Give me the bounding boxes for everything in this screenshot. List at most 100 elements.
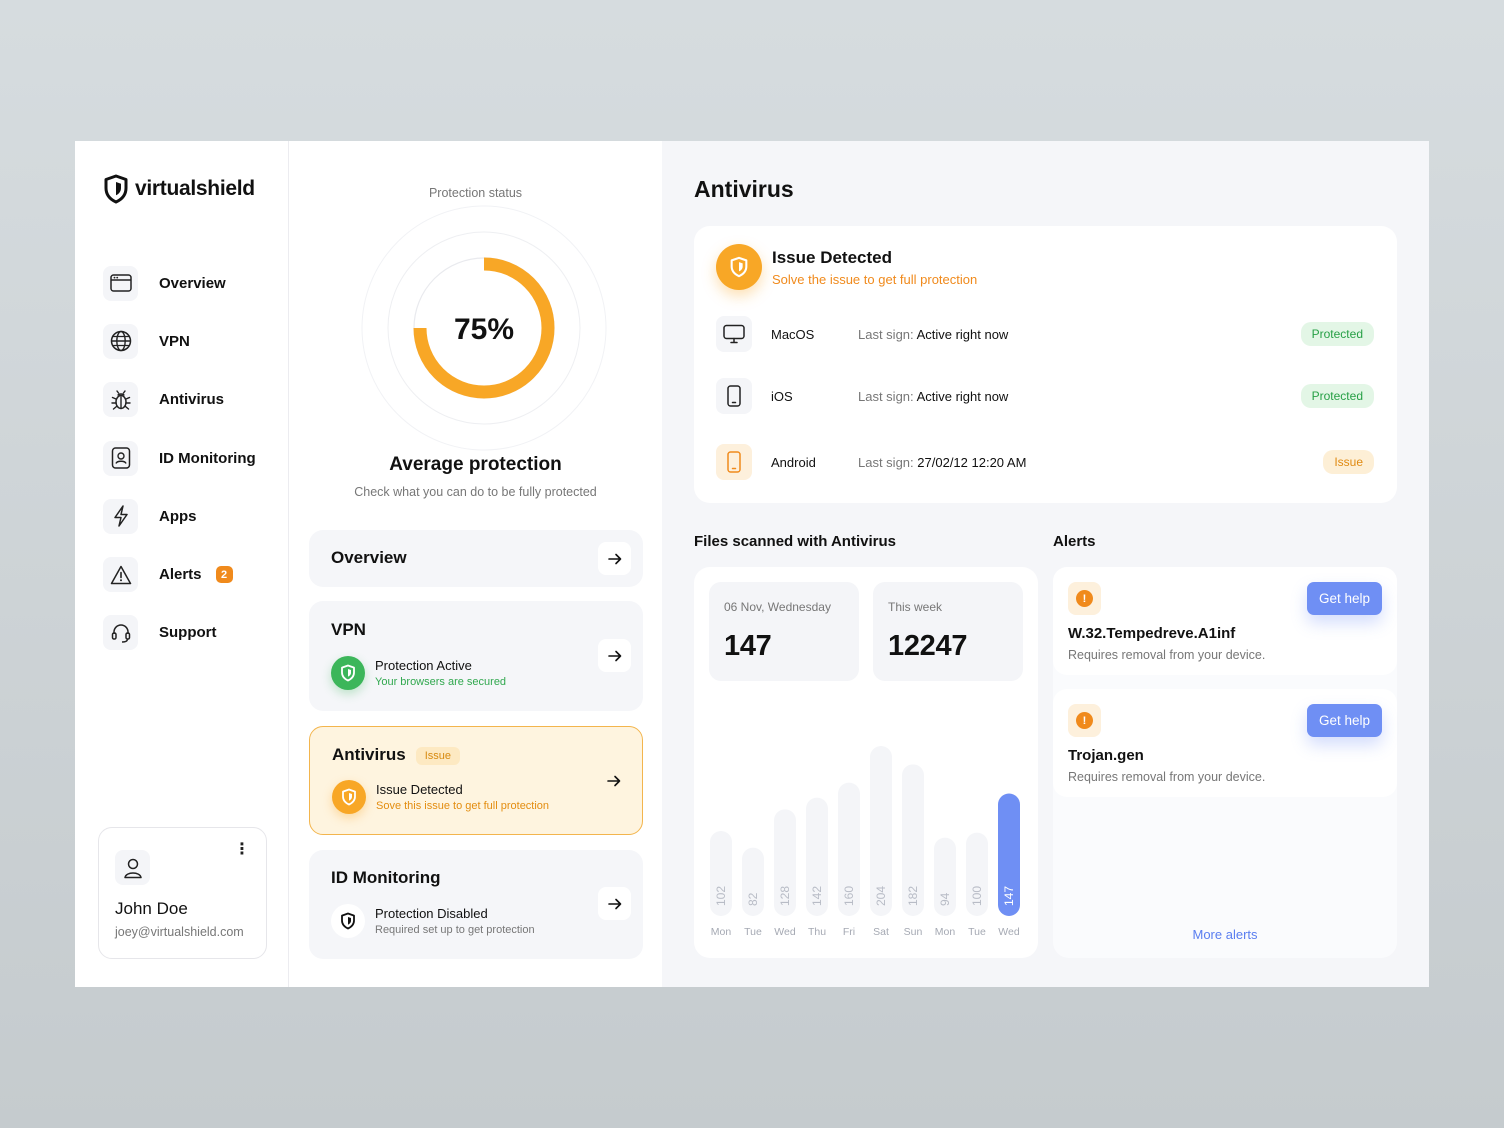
chart-bar[interactable]	[998, 793, 1020, 917]
device-row-android[interactable]: Android Last sign: 27/02/12 12:20 AM Iss…	[716, 444, 1374, 480]
chart-bar[interactable]	[710, 831, 732, 916]
chart-data-label: 82	[746, 892, 760, 906]
chart-tick-label: Tue	[968, 926, 986, 938]
antivirus-card[interactable]: Antivirus Issue Issue Detected Sove this …	[309, 726, 643, 835]
brand-name: virtualshield	[135, 177, 255, 200]
arrow-right-icon	[607, 650, 621, 661]
alerts-count-badge: 2	[215, 566, 233, 584]
week-stat-value: 12247	[888, 630, 968, 662]
chart-data-label: 102	[714, 886, 728, 906]
average-protection-title: Average protection	[389, 454, 562, 475]
device-last-sign: Last sign: 27/02/12 12:20 AM	[858, 454, 1027, 470]
antivirus-arrow-button[interactable]	[597, 764, 630, 797]
sidebar-item-support[interactable]: Support	[103, 604, 256, 662]
antivirus-card-title: Antivirus	[332, 745, 406, 764]
chart-bar[interactable]	[966, 832, 988, 916]
gauge-progress-arc	[413, 257, 555, 399]
chart-bar-group[interactable]: 82 Tue	[742, 847, 764, 938]
status-badge: Protected	[1300, 384, 1374, 408]
overview-arrow-button[interactable]	[598, 542, 631, 575]
bug-icon	[103, 382, 138, 418]
id-badge-icon	[103, 440, 138, 476]
sidebar-item-overview[interactable]: Overview	[103, 254, 256, 312]
id-monitoring-status-title: Protection Disabled	[375, 906, 488, 921]
today-stat: 06 Nov, Wednesday 147	[709, 582, 859, 681]
today-stat-label: 06 Nov, Wednesday	[724, 600, 831, 614]
chart-bar[interactable]	[742, 847, 764, 916]
shield-check-icon	[331, 656, 365, 690]
protection-status-label: Protection status	[428, 186, 523, 200]
protection-gauge: 75%	[361, 205, 607, 451]
alert-subtitle: Requires removal from your device.	[1068, 648, 1266, 662]
chart-bar-group[interactable]: 102 Mon	[710, 831, 732, 938]
device-row-macos[interactable]: MacOS Last sign: Active right now Protec…	[716, 316, 1374, 352]
issue-tag: Issue	[415, 746, 460, 765]
chart-bar-group[interactable]: 182 Sun	[902, 764, 924, 938]
user-menu-icon[interactable]: ⋮	[234, 841, 250, 858]
device-name: iOS	[771, 388, 793, 404]
chart-bar-group[interactable]: 100 Tue	[966, 832, 988, 938]
today-stat-value: 147	[724, 630, 772, 662]
sidebar-item-antivirus[interactable]: Antivirus	[103, 371, 256, 429]
sidebar-item-apps[interactable]: Apps	[103, 487, 256, 545]
phone-icon	[716, 378, 752, 414]
alert-item[interactable]: ! Trojan.gen Requires removal from your …	[1053, 689, 1397, 797]
vpn-arrow-button[interactable]	[598, 639, 631, 672]
chart-bar-group[interactable]: 147 Wed	[998, 793, 1020, 939]
chart-bar[interactable]	[870, 746, 892, 916]
app-window: virtualshield Overview VPN Antivirus	[75, 141, 1429, 987]
chart-bar[interactable]	[774, 809, 796, 916]
sidebar-item-label: Alerts	[159, 566, 202, 584]
page-title: Antivirus	[694, 176, 794, 202]
get-help-button[interactable]: Get help	[1307, 704, 1382, 737]
avatar[interactable]	[115, 850, 150, 885]
overview-card[interactable]: Overview	[309, 530, 643, 587]
device-last-sign: Last sign: Active right now	[858, 326, 1009, 342]
issue-header: Issue Detected Solve the issue to get fu…	[716, 244, 977, 290]
device-name: Android	[771, 454, 816, 470]
sidebar-item-alerts[interactable]: Alerts 2	[103, 545, 256, 603]
alerts-section-title: Alerts	[1053, 533, 1096, 550]
chart-data-label: 100	[970, 886, 984, 906]
more-alerts-link[interactable]: More alerts	[1192, 927, 1258, 942]
vpn-status: Protection Active Your browsers are secu…	[331, 656, 506, 690]
files-section-title: Files scanned with Antivirus	[694, 533, 896, 550]
alert-subtitle: Requires removal from your device.	[1068, 770, 1266, 784]
chart-tick-label: Sat	[873, 926, 889, 938]
phone-warning-icon	[716, 444, 752, 480]
chart-bar[interactable]	[934, 837, 956, 916]
chart-data-label: 204	[874, 886, 888, 906]
chart-bar-group[interactable]: 204 Sat	[870, 746, 892, 938]
id-monitoring-arrow-button[interactable]	[598, 887, 631, 920]
get-help-button[interactable]: Get help	[1307, 582, 1382, 615]
chart-data-label: 128	[778, 886, 792, 906]
sidebar-item-label: Apps	[159, 507, 197, 525]
alert-item[interactable]: ! W.32.Tempedreve.A1inf Requires removal…	[1053, 567, 1397, 675]
user-icon	[123, 858, 142, 878]
chart-bar-group[interactable]: 142 Thu	[806, 797, 828, 938]
alert-icon: !	[1068, 704, 1101, 737]
sidebar-item-label: Antivirus	[159, 391, 225, 409]
vpn-card[interactable]: VPN Protection Active Your browsers are …	[309, 601, 643, 711]
chart-bar[interactable]	[902, 764, 924, 916]
brand-logo[interactable]: virtualshield	[103, 174, 255, 204]
vpn-card-title: VPN	[331, 620, 366, 639]
shield-warning-icon	[716, 244, 762, 290]
sidebar-item-vpn[interactable]: VPN	[103, 312, 256, 370]
chart-bar[interactable]	[838, 782, 860, 916]
chart-bar-group[interactable]: 128 Wed	[774, 809, 796, 938]
gauge-percent: 75%	[454, 313, 514, 346]
antivirus-status: Issue Detected Sove this issue to get fu…	[332, 780, 549, 814]
id-monitoring-status-sub: Required set up to get protection	[375, 924, 535, 936]
device-name: MacOS	[771, 326, 815, 342]
chart-bar-group[interactable]: 160 Fri	[838, 782, 860, 938]
antivirus-status-sub: Sove this issue to get full protection	[376, 800, 550, 812]
id-monitoring-card[interactable]: ID Monitoring Protection Disabled Requir…	[309, 850, 643, 959]
chart-bar[interactable]	[806, 797, 828, 916]
sidebar: virtualshield Overview VPN Antivirus	[75, 141, 289, 987]
id-monitoring-status: Protection Disabled Required set up to g…	[331, 904, 535, 938]
chart-bar-group[interactable]: 94 Mon	[934, 837, 956, 938]
device-row-ios[interactable]: iOS Last sign: Active right now Protecte…	[716, 378, 1374, 414]
sidebar-item-id-monitoring[interactable]: ID Monitoring	[103, 429, 256, 487]
week-stat-label: This week	[888, 600, 943, 614]
